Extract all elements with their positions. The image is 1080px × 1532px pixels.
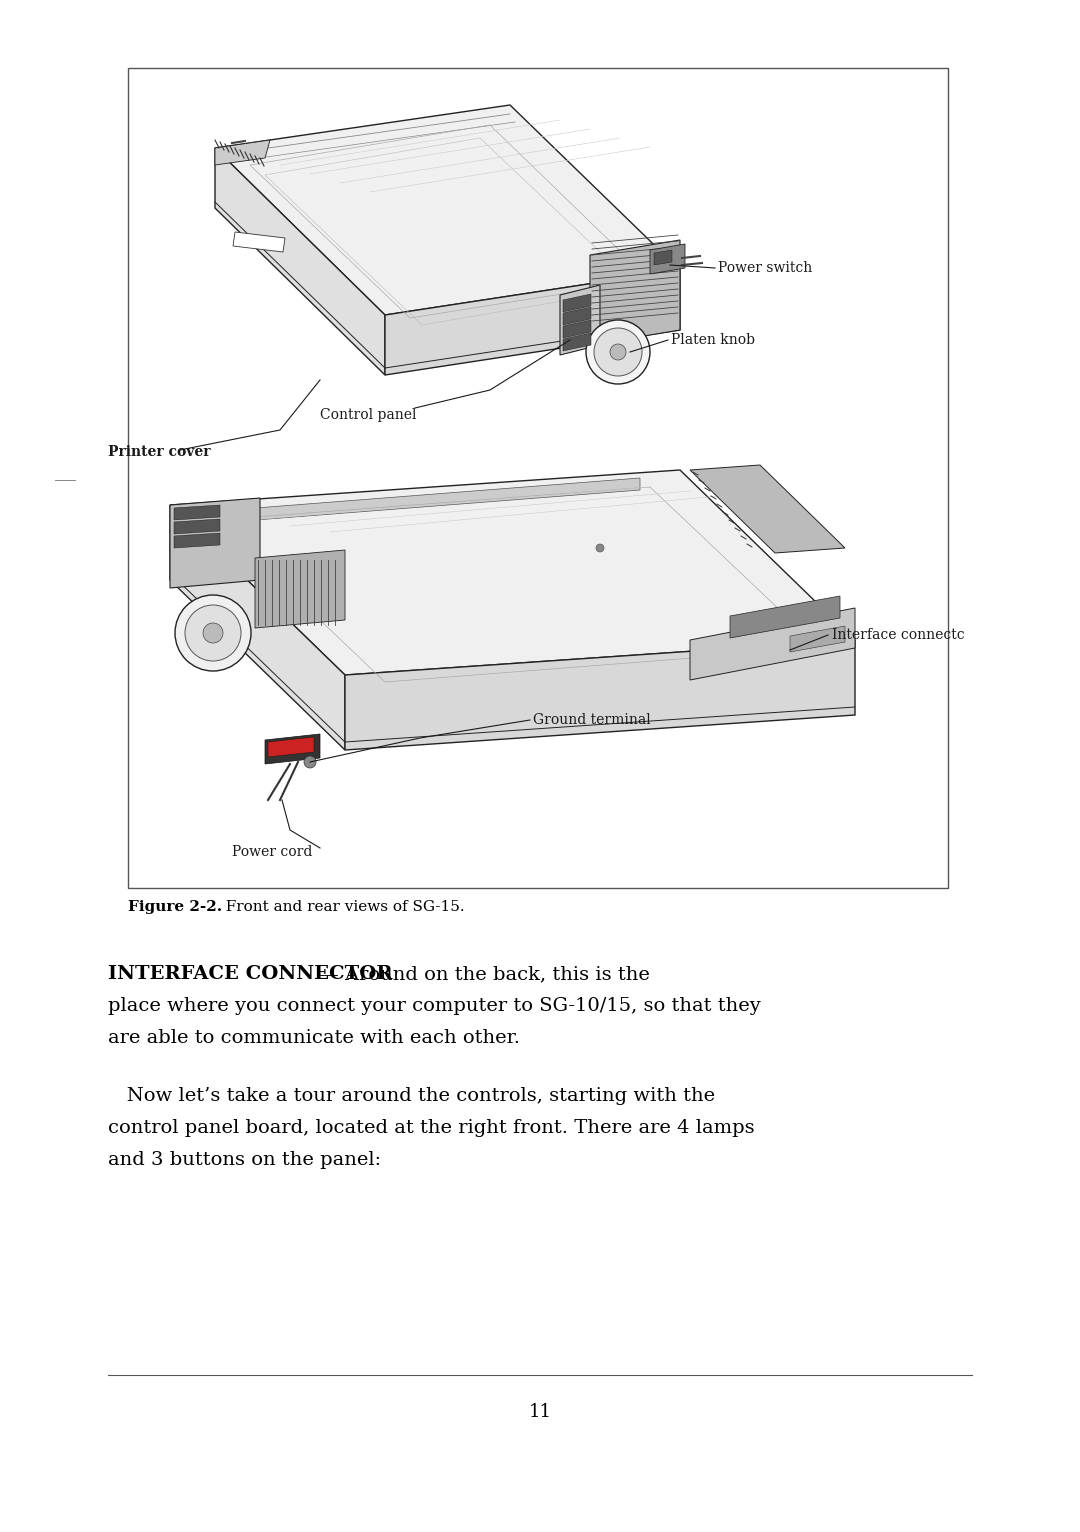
Polygon shape (170, 506, 345, 751)
Text: place where you connect your computer to SG-10/15, so that they: place where you connect your computer to… (108, 997, 760, 1016)
Text: control panel board, located at the right front. There are 4 lamps: control panel board, located at the righ… (108, 1118, 755, 1137)
Circle shape (594, 328, 642, 375)
Polygon shape (233, 231, 285, 251)
Polygon shape (170, 498, 260, 588)
Polygon shape (265, 734, 320, 764)
Polygon shape (268, 737, 314, 757)
Polygon shape (563, 320, 591, 339)
Circle shape (610, 345, 626, 360)
Text: INTERFACE CONNECTOR: INTERFACE CONNECTOR (108, 965, 392, 984)
Polygon shape (255, 550, 345, 628)
Polygon shape (561, 285, 600, 355)
Polygon shape (690, 608, 855, 680)
Text: — Around on the back, this is the: — Around on the back, this is the (313, 965, 650, 984)
Text: Platen knob: Platen knob (671, 332, 755, 348)
Polygon shape (654, 250, 672, 265)
Polygon shape (690, 466, 845, 553)
Polygon shape (590, 241, 680, 345)
Circle shape (185, 605, 241, 660)
Polygon shape (174, 519, 220, 535)
Polygon shape (730, 596, 840, 637)
Polygon shape (650, 244, 685, 274)
Polygon shape (174, 506, 220, 519)
Polygon shape (174, 533, 220, 548)
Polygon shape (563, 332, 591, 351)
Text: Ground terminal: Ground terminal (534, 712, 651, 728)
Text: Figure 2-2.: Figure 2-2. (129, 899, 222, 915)
Bar (129, 67, 948, 889)
Text: Interface connectc: Interface connectc (832, 628, 964, 642)
Polygon shape (563, 306, 591, 325)
Text: Front and rear views of SG-15.: Front and rear views of SG-15. (216, 899, 464, 915)
Circle shape (586, 320, 650, 385)
Polygon shape (215, 106, 680, 316)
Circle shape (303, 755, 316, 768)
Polygon shape (170, 470, 855, 676)
Polygon shape (384, 270, 680, 375)
Circle shape (596, 544, 604, 552)
Polygon shape (215, 139, 270, 165)
Polygon shape (563, 294, 591, 313)
Text: are able to communicate with each other.: are able to communicate with each other. (108, 1030, 519, 1046)
Polygon shape (215, 149, 384, 375)
Text: Power cord: Power cord (232, 846, 312, 859)
Polygon shape (789, 627, 845, 653)
Text: 11: 11 (528, 1403, 552, 1422)
Polygon shape (345, 640, 855, 751)
Text: Now let’s take a tour around the controls, starting with the: Now let’s take a tour around the control… (108, 1086, 715, 1105)
Text: Control panel: Control panel (320, 408, 417, 421)
Polygon shape (230, 478, 640, 522)
Text: Power switch: Power switch (718, 260, 812, 276)
Circle shape (203, 624, 222, 643)
Text: Printer cover: Printer cover (108, 444, 211, 460)
Circle shape (175, 594, 251, 671)
Text: and 3 buttons on the panel:: and 3 buttons on the panel: (108, 1151, 381, 1169)
